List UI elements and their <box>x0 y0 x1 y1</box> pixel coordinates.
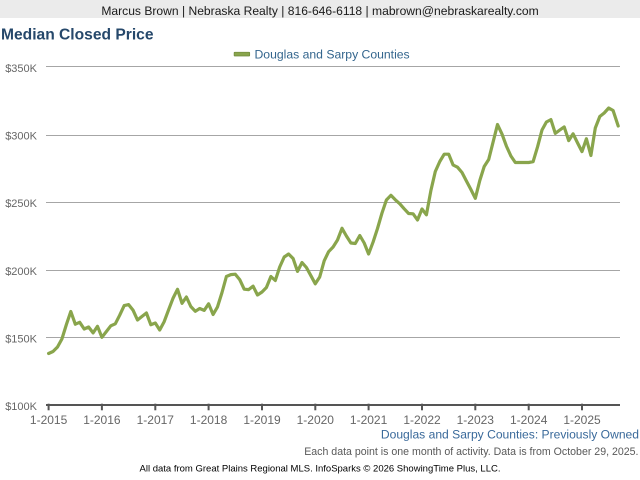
svg-text:1-2017: 1-2017 <box>137 413 175 427</box>
svg-text:$350K: $350K <box>5 63 37 75</box>
svg-text:Douglas and Sarpy Counties: Douglas and Sarpy Counties <box>255 48 410 62</box>
svg-text:$200K: $200K <box>5 266 37 278</box>
svg-text:Each data point is one month o: Each data point is one month of activity… <box>304 446 638 458</box>
svg-text:Marcus Brown | Nebraska Realty: Marcus Brown | Nebraska Realty | 816-646… <box>101 4 538 18</box>
svg-text:1-2019: 1-2019 <box>243 413 281 427</box>
svg-text:$150K: $150K <box>5 333 37 345</box>
svg-text:$300K: $300K <box>5 131 37 143</box>
svg-text:1-2022: 1-2022 <box>403 413 441 427</box>
svg-text:1-2020: 1-2020 <box>297 413 335 427</box>
svg-text:$250K: $250K <box>5 198 37 210</box>
svg-text:1-2016: 1-2016 <box>83 413 121 427</box>
svg-text:1-2024: 1-2024 <box>510 413 548 427</box>
svg-text:1-2018: 1-2018 <box>190 413 228 427</box>
svg-text:1-2023: 1-2023 <box>457 413 495 427</box>
svg-text:1-2015: 1-2015 <box>30 413 68 427</box>
svg-text:1-2021: 1-2021 <box>350 413 388 427</box>
svg-text:$100K: $100K <box>5 401 37 413</box>
svg-text:All data from Great Plains Reg: All data from Great Plains Regional MLS.… <box>140 464 501 475</box>
svg-text:Douglas and Sarpy Counties: Pr: Douglas and Sarpy Counties: Previously O… <box>381 428 639 442</box>
svg-text:Median Closed Price: Median Closed Price <box>1 27 154 44</box>
svg-text:1-2025: 1-2025 <box>563 413 601 427</box>
